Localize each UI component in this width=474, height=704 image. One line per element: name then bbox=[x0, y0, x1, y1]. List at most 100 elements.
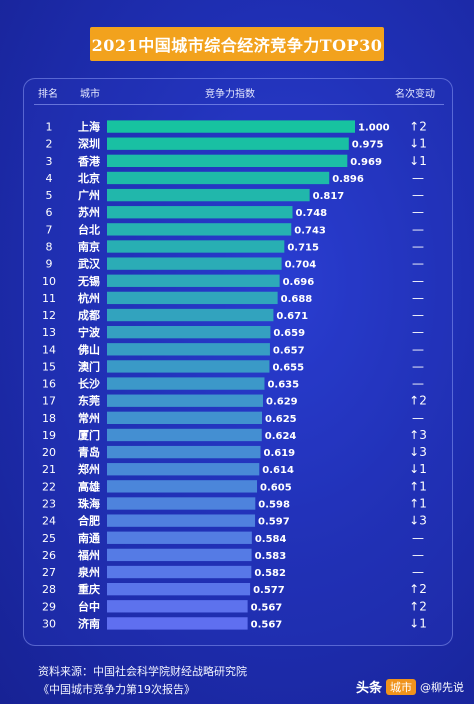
watermark: 头条 城市 @柳先说 bbox=[356, 677, 464, 696]
bar bbox=[107, 531, 252, 544]
rank-label: 6 bbox=[46, 206, 53, 219]
bar bbox=[107, 343, 270, 356]
city-label: 泉州 bbox=[77, 565, 100, 579]
bar bbox=[107, 411, 262, 425]
rank-change-label: ↓1 bbox=[409, 137, 427, 151]
source-line-1: 资料来源：中国社会科学院财经战略研究院 bbox=[38, 665, 247, 678]
city-label: 济南 bbox=[78, 616, 100, 630]
rank-label: 3 bbox=[46, 155, 53, 168]
bar bbox=[107, 377, 265, 390]
city-label: 深圳 bbox=[78, 137, 100, 151]
bar bbox=[107, 548, 252, 562]
value-label: 0.969 bbox=[350, 157, 382, 168]
header-divider bbox=[34, 104, 444, 105]
city-label: 北京 bbox=[78, 171, 100, 185]
city-label: 澳门 bbox=[78, 359, 100, 373]
rank-change-label: ↓1 bbox=[409, 154, 427, 168]
rank-change-label: — bbox=[412, 548, 424, 562]
rank-label: 19 bbox=[42, 429, 56, 442]
bar bbox=[107, 154, 348, 168]
rank-change-label: ↑3 bbox=[409, 428, 427, 442]
rank-change-label: — bbox=[412, 377, 424, 391]
city-label: 珠海 bbox=[78, 497, 100, 511]
bar bbox=[107, 497, 256, 510]
rank-change-label: — bbox=[412, 274, 424, 288]
city-label: 合肥 bbox=[78, 514, 100, 528]
bar bbox=[107, 325, 271, 339]
value-label: 0.582 bbox=[254, 568, 286, 579]
city-label: 苏州 bbox=[78, 205, 100, 219]
rank-change-label: ↑2 bbox=[409, 582, 427, 596]
rank-label: 21 bbox=[42, 463, 56, 476]
bar bbox=[107, 291, 278, 305]
rank-label: 9 bbox=[46, 258, 53, 271]
rank-label: 14 bbox=[42, 343, 56, 356]
value-label: 0.605 bbox=[260, 482, 292, 493]
value-label: 0.624 bbox=[265, 431, 297, 442]
bar bbox=[107, 600, 248, 613]
bar bbox=[107, 394, 263, 407]
rank-label: 13 bbox=[42, 326, 56, 339]
bar bbox=[107, 360, 270, 373]
city-label: 宁波 bbox=[78, 325, 101, 339]
value-label: 0.629 bbox=[266, 397, 298, 408]
bar bbox=[107, 565, 252, 579]
city-label: 台中 bbox=[78, 599, 100, 613]
rank-change-label: — bbox=[412, 222, 424, 236]
rank-change-label: — bbox=[412, 171, 424, 185]
value-label: 0.896 bbox=[332, 174, 364, 185]
rank-label: 24 bbox=[42, 515, 56, 528]
rank-change-label: — bbox=[412, 565, 424, 579]
rank-change-label: — bbox=[412, 359, 424, 373]
city-label: 成都 bbox=[78, 308, 100, 322]
value-label: 0.696 bbox=[283, 277, 315, 288]
city-label: 南通 bbox=[78, 531, 100, 545]
rank-change-label: — bbox=[412, 411, 424, 425]
rank-label: 16 bbox=[42, 378, 56, 391]
rank-change-label: ↓3 bbox=[409, 514, 427, 528]
bar bbox=[107, 582, 251, 596]
bar bbox=[107, 480, 258, 493]
value-label: 0.715 bbox=[287, 243, 319, 254]
bar bbox=[107, 514, 256, 527]
value-label: 0.671 bbox=[276, 311, 308, 322]
city-label: 高雄 bbox=[78, 479, 100, 493]
header-change: 名次变动 bbox=[395, 89, 435, 100]
rank-change-label: ↑1 bbox=[409, 497, 427, 511]
value-label: 0.567 bbox=[251, 619, 283, 630]
rank-label: 10 bbox=[42, 275, 56, 288]
bar bbox=[107, 223, 292, 236]
rank-change-label: — bbox=[412, 308, 424, 322]
rank-change-label: ↓1 bbox=[409, 616, 427, 630]
city-label: 上海 bbox=[78, 120, 100, 134]
rank-label: 7 bbox=[46, 223, 53, 236]
rank-label: 30 bbox=[42, 617, 56, 630]
rank-change-label: ↑2 bbox=[409, 120, 427, 134]
city-label: 台北 bbox=[78, 222, 100, 236]
city-label: 青岛 bbox=[78, 445, 100, 459]
rank-change-label: — bbox=[412, 257, 424, 271]
city-label: 东莞 bbox=[78, 394, 100, 408]
header-index: 竞争力指数 bbox=[205, 89, 255, 100]
value-label: 1.000 bbox=[358, 123, 390, 134]
rank-label: 28 bbox=[42, 583, 56, 596]
rank-label: 15 bbox=[42, 360, 56, 373]
rank-change-label: — bbox=[412, 325, 424, 339]
rank-change-label: — bbox=[412, 342, 424, 356]
bar bbox=[107, 206, 293, 219]
rank-label: 27 bbox=[42, 566, 56, 579]
value-label: 0.597 bbox=[258, 517, 290, 528]
source-line-2: 《中国城市竞争力第19次报告》 bbox=[38, 683, 195, 696]
rank-change-label: — bbox=[412, 188, 424, 202]
value-label: 0.975 bbox=[352, 140, 384, 151]
value-label: 0.614 bbox=[262, 465, 294, 476]
value-label: 0.748 bbox=[296, 208, 328, 219]
chart-title: 2021中国城市综合经济竞争力TOP30 bbox=[90, 27, 384, 61]
rank-change-label: ↑2 bbox=[409, 599, 427, 613]
city-label: 重庆 bbox=[78, 582, 100, 596]
rank-change-label: — bbox=[412, 291, 424, 305]
bar bbox=[107, 428, 262, 442]
rank-change-label: — bbox=[412, 240, 424, 254]
chart-rows: 1 上海 1.000 ↑2 2 深圳 0.975 ↓1 3 香港 0.969 ↓1 4 北京 0.896 — 5… bbox=[42, 120, 427, 631]
rank-label: 17 bbox=[42, 395, 56, 408]
